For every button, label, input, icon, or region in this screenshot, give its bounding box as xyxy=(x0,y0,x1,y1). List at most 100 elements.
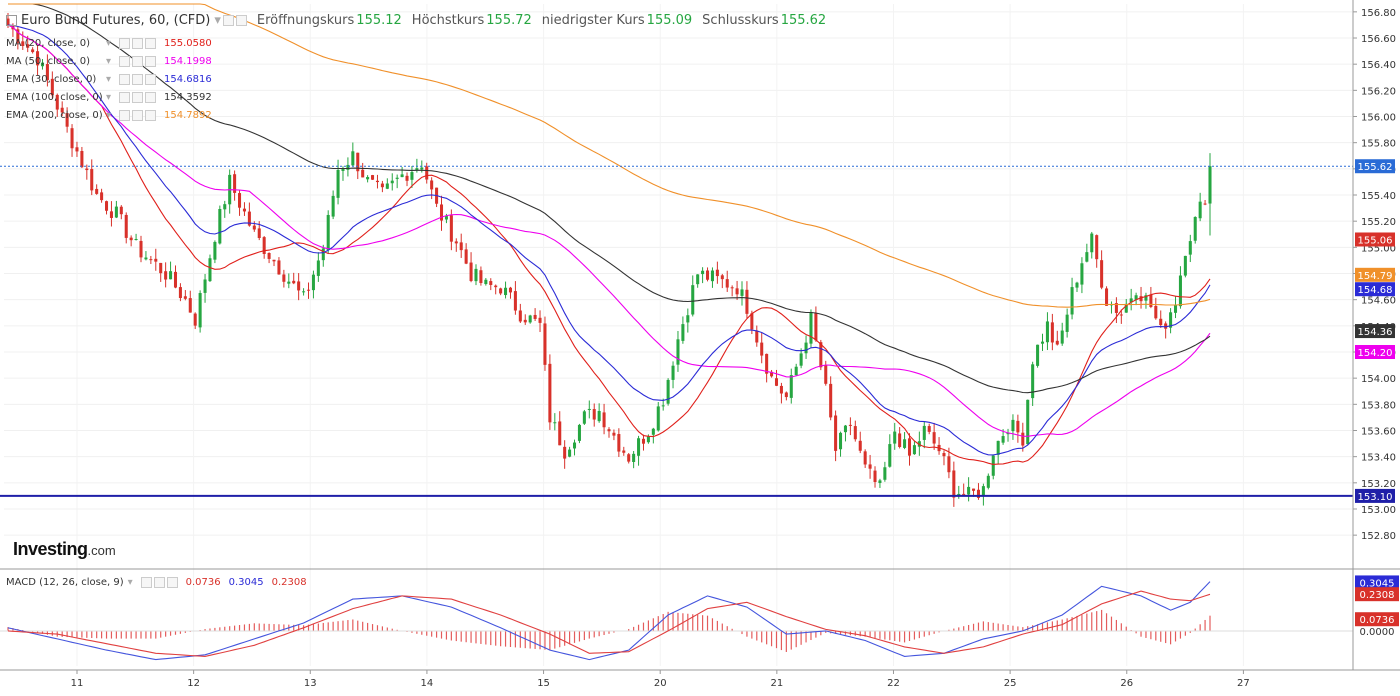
candle-body xyxy=(277,260,281,275)
candle-body xyxy=(1129,298,1133,303)
collapse-icon[interactable] xyxy=(6,14,17,26)
candle-body xyxy=(272,259,276,262)
close-icon[interactable] xyxy=(145,109,157,121)
y-tick-label: 154.60 xyxy=(1361,296,1396,307)
candle-body xyxy=(765,353,769,374)
candle-body xyxy=(577,424,581,441)
visibility-icon[interactable] xyxy=(132,73,144,85)
candle-body xyxy=(922,425,926,440)
candle-body xyxy=(582,411,586,424)
visibility-icon[interactable] xyxy=(132,37,144,49)
candle-body xyxy=(597,410,601,422)
candle-body xyxy=(686,315,690,323)
candle-body xyxy=(1105,288,1109,306)
candle-body xyxy=(415,168,419,171)
candle-body xyxy=(390,180,394,184)
open-label: Eröffnungskurs xyxy=(256,12,355,28)
settings-icon[interactable] xyxy=(119,55,131,67)
close-icon[interactable] xyxy=(145,91,157,103)
settings-icon[interactable] xyxy=(119,73,131,85)
chevron-down-icon[interactable]: ▾ xyxy=(127,577,133,588)
settings-icon[interactable] xyxy=(119,37,131,49)
candle-body xyxy=(188,298,192,313)
candle-body xyxy=(1159,318,1163,326)
chevron-down-icon[interactable]: ▾ xyxy=(106,109,112,121)
indicator-row: MA (20, close, 0) ▾ 155.0580 xyxy=(6,34,836,52)
close-icon[interactable] xyxy=(145,37,157,49)
candle-body xyxy=(991,455,995,476)
candle-body xyxy=(587,408,591,410)
investing-logo: Investing.com xyxy=(13,539,116,560)
y-tick-label: 156.20 xyxy=(1361,86,1396,97)
visibility-icon[interactable] xyxy=(235,14,247,26)
y-tick-label: 153.80 xyxy=(1361,400,1396,411)
candle-body xyxy=(297,281,301,291)
candle-body xyxy=(632,453,636,462)
candle-body xyxy=(454,241,458,244)
candle-body xyxy=(40,62,45,67)
candle-body xyxy=(410,172,414,180)
chevron-down-icon[interactable]: ▾ xyxy=(106,91,112,103)
close-icon[interactable] xyxy=(166,577,178,588)
ema200-line xyxy=(8,3,1211,308)
candle-body xyxy=(720,275,724,280)
candle-body xyxy=(710,270,714,282)
y-tick-label: 152.80 xyxy=(1361,531,1396,542)
candle-body xyxy=(804,342,808,354)
chevron-down-icon[interactable]: ▾ xyxy=(106,73,112,85)
candle-body xyxy=(646,436,650,443)
candle-body xyxy=(1031,364,1035,399)
chevron-down-icon[interactable]: ▾ xyxy=(106,55,112,67)
indicator-name: MA (50, close, 0) xyxy=(6,55,91,67)
price-tag-label: 153.10 xyxy=(1358,492,1393,503)
visibility-icon[interactable] xyxy=(153,577,165,588)
candle-body xyxy=(651,428,655,435)
visibility-icon[interactable] xyxy=(132,91,144,103)
chevron-down-icon[interactable]: ▾ xyxy=(106,37,112,49)
visibility-icon[interactable] xyxy=(132,109,144,121)
settings-icon[interactable] xyxy=(140,577,152,588)
macd-line xyxy=(7,581,1211,661)
settings-icon[interactable] xyxy=(119,91,131,103)
settings-icon[interactable] xyxy=(119,109,131,121)
x-tick-label: 21 xyxy=(770,678,783,689)
candle-body xyxy=(60,107,64,113)
candle-body xyxy=(533,314,537,319)
candle-body xyxy=(223,204,227,210)
price-tag xyxy=(1355,344,1395,359)
candle-body xyxy=(592,409,596,420)
candle-body xyxy=(528,315,532,323)
settings-icon[interactable] xyxy=(222,14,234,26)
candle-body xyxy=(129,237,133,241)
close-icon[interactable] xyxy=(145,55,157,67)
candle-body xyxy=(183,296,187,299)
candle-body xyxy=(878,480,882,483)
y-tick-label: 156.60 xyxy=(1361,34,1396,45)
candle-body xyxy=(21,41,25,46)
visibility-icon[interactable] xyxy=(132,55,144,67)
candle-body xyxy=(361,169,365,178)
candle-body xyxy=(75,147,79,152)
close-icon[interactable] xyxy=(145,73,157,85)
macd-tag-label: 0.2308 xyxy=(1360,590,1395,601)
candle-body xyxy=(114,206,118,218)
indicator-name: EMA (30, close, 0) xyxy=(6,73,97,85)
candle-body xyxy=(1095,235,1099,260)
candle-body xyxy=(706,270,710,280)
candle-body xyxy=(1080,263,1084,285)
candle-body xyxy=(380,183,384,188)
high-value: 155.72 xyxy=(486,12,532,28)
price-tag-label: 154.79 xyxy=(1358,271,1393,282)
candle-body xyxy=(247,211,251,226)
candle-body xyxy=(1169,312,1173,328)
candle-body xyxy=(799,353,803,366)
candle-body xyxy=(548,363,552,423)
chevron-down-icon[interactable]: ▾ xyxy=(214,12,221,28)
candle-body xyxy=(863,451,867,465)
macd-line-value: 0.3045 xyxy=(228,577,264,588)
candle-body xyxy=(178,287,182,299)
candle-body xyxy=(36,51,40,66)
candle-body xyxy=(356,152,360,172)
